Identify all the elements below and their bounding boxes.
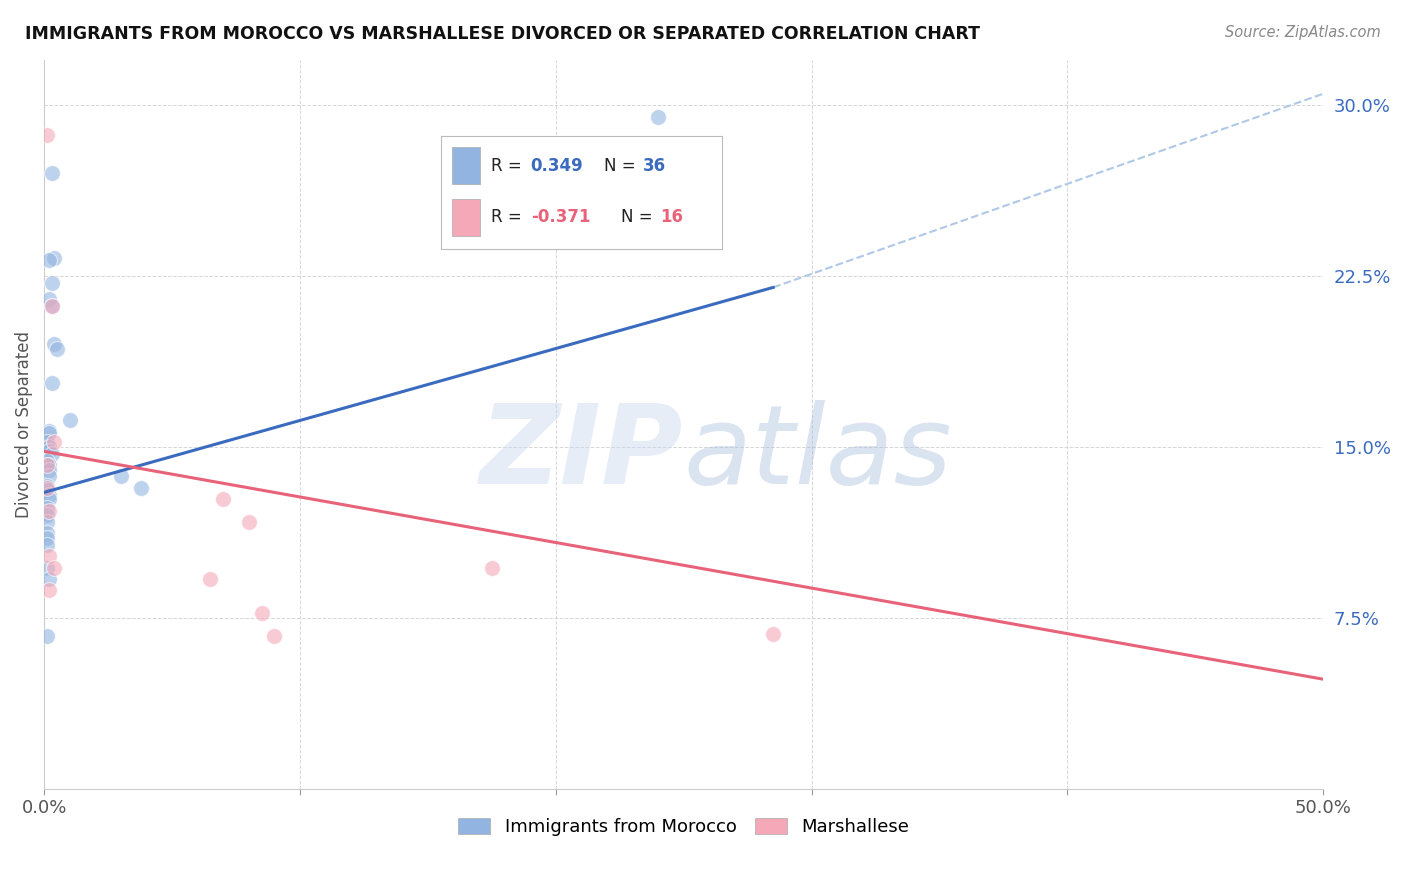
Point [263, 629, 285, 643]
Point [44, 251, 66, 265]
Point [35, 515, 58, 529]
Point [35, 478, 58, 492]
Point [41, 376, 63, 390]
Point [238, 515, 260, 529]
Point [38, 549, 60, 564]
Text: atlas: atlas [683, 400, 952, 507]
Point [35, 538, 58, 552]
Point [35, 128, 58, 142]
Point [38, 488, 60, 502]
Point [35, 453, 58, 467]
Point [35, 508, 58, 523]
Point [200, 572, 222, 586]
Y-axis label: Divorced or Separated: Divorced or Separated [15, 331, 32, 517]
Point [44, 560, 66, 574]
Point [38, 253, 60, 268]
Point [212, 492, 235, 507]
Point [44, 435, 66, 450]
Point [110, 469, 132, 483]
Point [59, 412, 82, 426]
Point [41, 167, 63, 181]
Text: Source: ZipAtlas.com: Source: ZipAtlas.com [1225, 25, 1381, 40]
Point [38, 440, 60, 454]
Point [38, 572, 60, 586]
Point [35, 526, 58, 541]
Point [35, 483, 58, 497]
Point [35, 481, 58, 495]
Point [35, 435, 58, 450]
Point [38, 469, 60, 483]
Point [35, 629, 58, 643]
Point [35, 501, 58, 516]
Point [38, 492, 60, 507]
Point [250, 606, 273, 620]
Point [41, 299, 63, 313]
Text: IMMIGRANTS FROM MOROCCO VS MARSHALLESE DIVORCED OR SEPARATED CORRELATION CHART: IMMIGRANTS FROM MOROCCO VS MARSHALLESE D… [25, 25, 980, 43]
Text: ZIP: ZIP [481, 400, 683, 507]
Point [647, 110, 669, 124]
Point [38, 462, 60, 476]
Point [38, 444, 60, 458]
Point [131, 481, 153, 495]
Point [41, 276, 63, 290]
Point [45, 342, 67, 356]
Point [35, 531, 58, 545]
Point [41, 299, 63, 313]
Point [41, 447, 63, 461]
Point [35, 560, 58, 574]
Point [38, 424, 60, 438]
Point [481, 560, 503, 574]
Point [38, 292, 60, 306]
Point [35, 458, 58, 472]
Legend: Immigrants from Morocco, Marshallese: Immigrants from Morocco, Marshallese [449, 809, 918, 845]
Point [44, 337, 66, 351]
Point [38, 426, 60, 441]
Point [38, 458, 60, 472]
Point [38, 583, 60, 598]
Point [38, 503, 60, 517]
Point [762, 626, 785, 640]
